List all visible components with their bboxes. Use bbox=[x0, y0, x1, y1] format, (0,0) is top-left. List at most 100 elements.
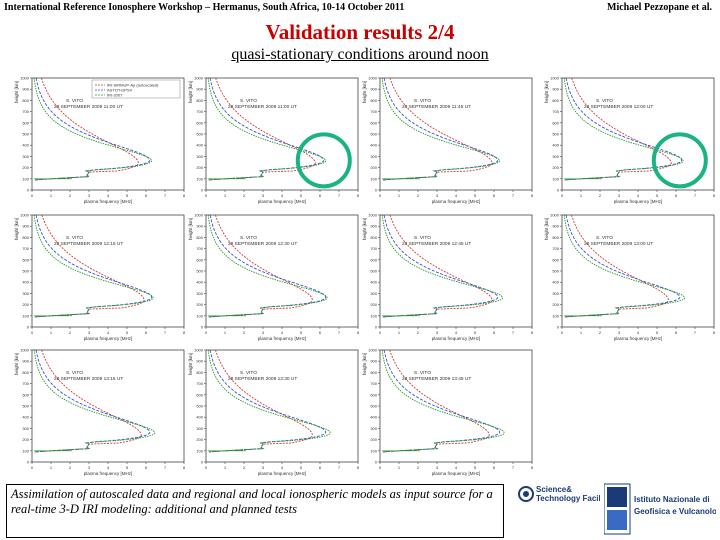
x-tick-label: 3 bbox=[618, 330, 621, 335]
x-tick-label: 3 bbox=[618, 193, 621, 198]
slide-title: Validation results 2/4 bbox=[265, 20, 455, 44]
y-tick-label: 300 bbox=[370, 426, 377, 431]
station-label: S. VITO bbox=[596, 98, 613, 104]
profile-curve bbox=[208, 77, 325, 181]
y-tick-label: 900 bbox=[22, 224, 29, 229]
x-tick-label: 5 bbox=[300, 330, 303, 335]
y-axis-label: height [km] bbox=[544, 81, 549, 103]
x-tick-label: 7 bbox=[694, 330, 697, 335]
y-tick-label: 800 bbox=[370, 98, 377, 103]
stfc-logo-text: Science&Technology Facilities Council bbox=[536, 485, 600, 503]
y-tick-label: 700 bbox=[552, 246, 559, 251]
y-tick-label: 500 bbox=[370, 132, 377, 137]
y-tick-label: 800 bbox=[196, 370, 203, 375]
y-tick-label: 600 bbox=[370, 257, 377, 262]
y-tick-label: 600 bbox=[22, 257, 29, 262]
y-tick-label: 200 bbox=[196, 165, 203, 170]
y-tick-label: 300 bbox=[370, 154, 377, 159]
ingv-logo-line1: Istituto Nazionale di bbox=[634, 495, 710, 504]
x-tick-label: 6 bbox=[675, 193, 678, 198]
x-tick-label: 5 bbox=[126, 465, 129, 470]
x-tick-label: 3 bbox=[88, 465, 91, 470]
y-tick-label: 900 bbox=[370, 359, 377, 364]
y-tick-label: 900 bbox=[22, 359, 29, 364]
x-tick-label: 3 bbox=[262, 193, 265, 198]
plot-frame bbox=[31, 349, 185, 463]
plot-frame bbox=[379, 214, 533, 328]
y-tick-label: 700 bbox=[22, 381, 29, 386]
y-tick-label: 300 bbox=[22, 426, 29, 431]
station-label: S. VITO bbox=[240, 98, 257, 104]
date-label: 28 SEPTEMBER 2009 12:15 UT bbox=[54, 241, 123, 247]
profile-curve bbox=[564, 214, 669, 318]
y-tick-label: 700 bbox=[552, 109, 559, 114]
profile-curve bbox=[207, 77, 327, 181]
x-tick-label: 3 bbox=[436, 193, 439, 198]
y-tick-label: 700 bbox=[370, 381, 377, 386]
y-axis-label: height [km] bbox=[188, 218, 193, 240]
x-tick-label: 2 bbox=[417, 465, 420, 470]
y-tick-label: 900 bbox=[196, 359, 203, 364]
x-tick-label: 7 bbox=[164, 465, 167, 470]
x-tick-label: 0 bbox=[31, 465, 34, 470]
date-label: 28 SEPTEMBER 2009 12:00 UT bbox=[584, 104, 653, 110]
plot-frame bbox=[379, 349, 533, 463]
x-tick-label: 6 bbox=[145, 193, 148, 198]
y-tick-label: 1000 bbox=[20, 213, 30, 218]
y-tick-label: 200 bbox=[196, 302, 203, 307]
y-axis-label: height [km] bbox=[14, 218, 19, 240]
y-tick-label: 400 bbox=[196, 143, 203, 148]
y-tick-label: 100 bbox=[196, 448, 203, 453]
x-tick-label: 7 bbox=[338, 193, 341, 198]
x-tick-label: 3 bbox=[436, 330, 439, 335]
y-tick-label: 1000 bbox=[20, 76, 30, 81]
legend-entry: ASTOT-DPS4 bbox=[107, 88, 133, 93]
date-label: 28 SEPTEMBER 2009 11:00 UT bbox=[54, 104, 123, 110]
x-tick-label: 1 bbox=[580, 193, 583, 198]
date-label: 28 SEPTEMBER 2009 13:00 UT bbox=[584, 241, 653, 247]
profile-curve bbox=[208, 77, 316, 181]
y-tick-label: 100 bbox=[22, 176, 29, 181]
x-tick-label: 2 bbox=[243, 193, 246, 198]
x-tick-label: 5 bbox=[656, 193, 659, 198]
header-workshop: International Reference Ionosphere Works… bbox=[4, 2, 405, 13]
x-tick-label: 5 bbox=[126, 330, 129, 335]
x-axis-label: plasma frequency [MHz] bbox=[432, 199, 481, 204]
y-tick-label: 0 bbox=[27, 325, 30, 330]
plot-frame bbox=[205, 349, 359, 463]
x-tick-label: 8 bbox=[357, 330, 360, 335]
x-tick-label: 2 bbox=[69, 330, 72, 335]
x-axis-label: plasma frequency [MHz] bbox=[432, 471, 481, 476]
x-tick-label: 8 bbox=[531, 330, 534, 335]
legend: IRI-SIRMUP-Ap (autoscaled)ASTOT-DPS4IRI-… bbox=[91, 79, 181, 99]
y-tick-label: 900 bbox=[22, 87, 29, 92]
y-tick-label: 100 bbox=[22, 313, 29, 318]
x-tick-label: 6 bbox=[493, 330, 496, 335]
x-tick-label: 5 bbox=[474, 330, 477, 335]
profile-curve bbox=[382, 349, 501, 453]
y-tick-label: 400 bbox=[552, 143, 559, 148]
profile-curve bbox=[381, 77, 501, 181]
profile-curve bbox=[382, 214, 499, 318]
y-tick-label: 600 bbox=[22, 120, 29, 125]
y-tick-label: 700 bbox=[22, 246, 29, 251]
profile-curve bbox=[564, 77, 672, 181]
y-tick-label: 1000 bbox=[550, 213, 560, 218]
x-tick-label: 2 bbox=[243, 465, 246, 470]
y-tick-label: 300 bbox=[22, 154, 29, 159]
x-axis-label: plasma frequency [MHz] bbox=[258, 336, 307, 341]
y-tick-label: 1000 bbox=[194, 76, 204, 81]
x-tick-label: 3 bbox=[436, 465, 439, 470]
y-axis-label: height [km] bbox=[362, 353, 367, 375]
y-tick-label: 200 bbox=[370, 165, 377, 170]
y-tick-label: 700 bbox=[370, 246, 377, 251]
y-tick-label: 600 bbox=[370, 392, 377, 397]
y-tick-label: 600 bbox=[196, 257, 203, 262]
y-tick-label: 1000 bbox=[368, 76, 378, 81]
